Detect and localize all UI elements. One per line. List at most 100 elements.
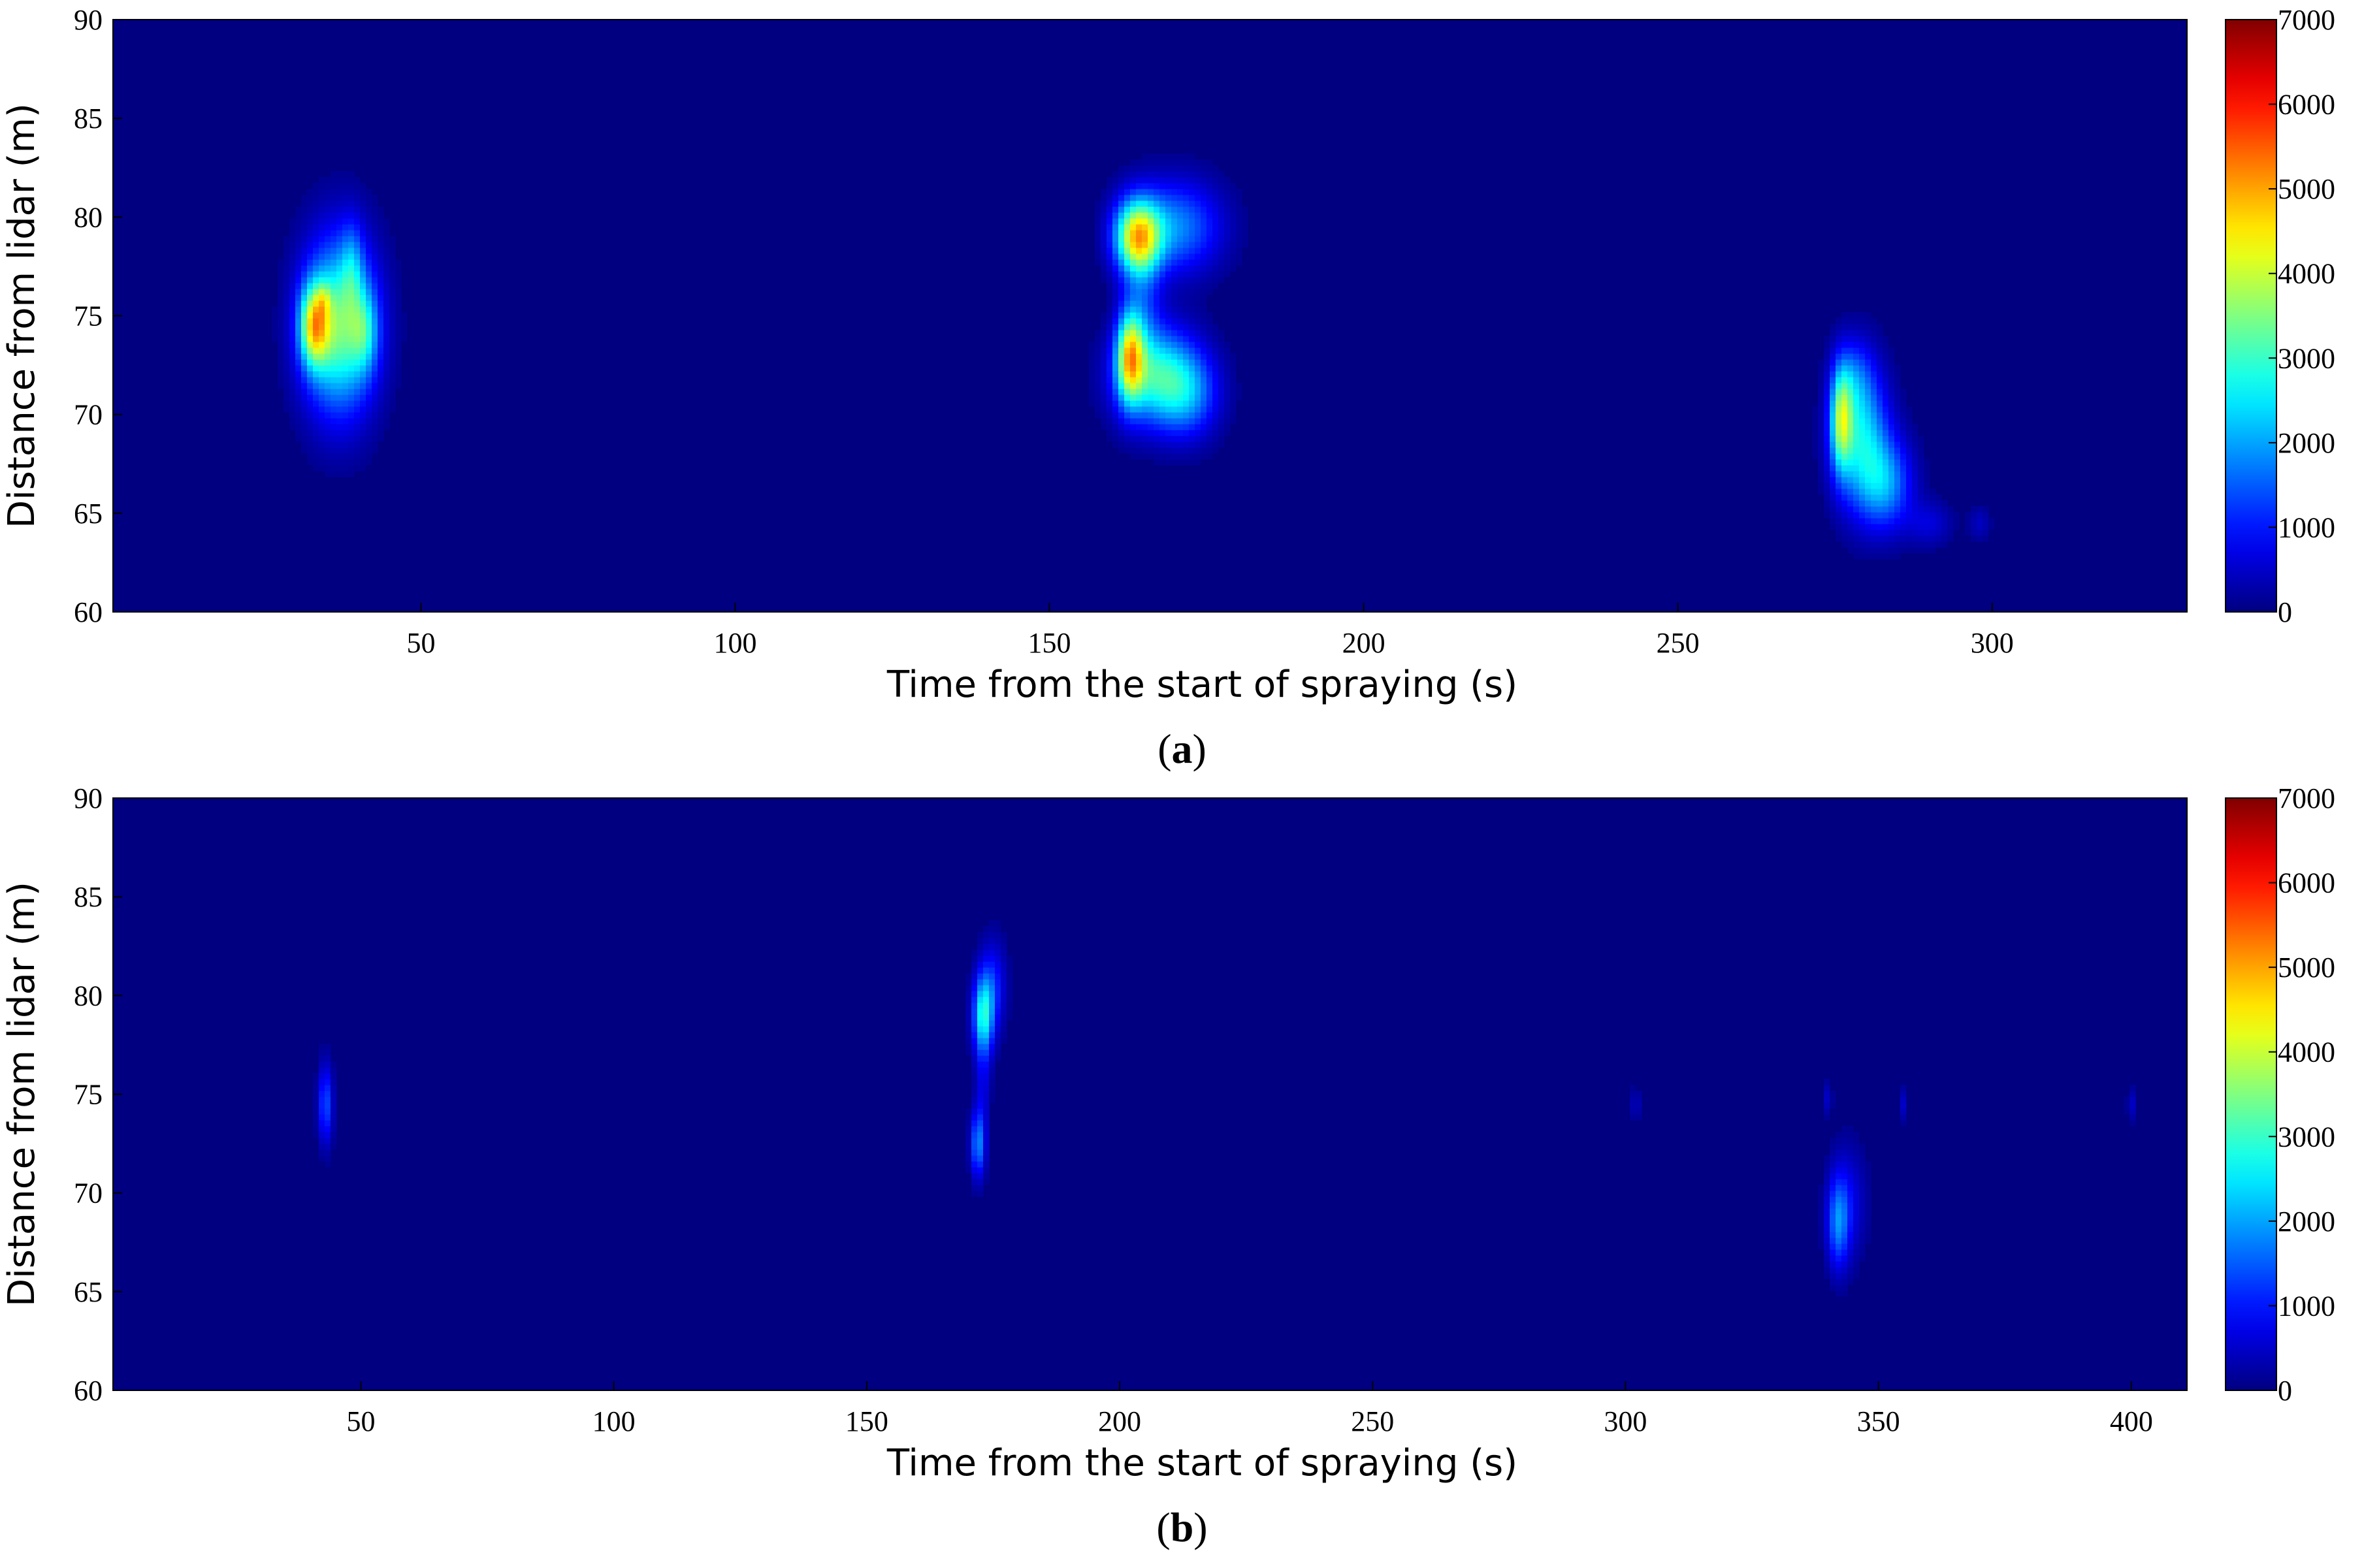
heatmap-cell — [971, 1102, 978, 1109]
heatmap-cell — [1118, 389, 1125, 395]
heatmap-cell — [1218, 236, 1225, 242]
heatmap-cell — [965, 1020, 972, 1027]
heatmap-cell — [1206, 342, 1213, 348]
heatmap-cell — [1888, 541, 1895, 548]
heatmap-cell — [1977, 530, 1983, 536]
heatmap-cell — [1159, 447, 1166, 454]
heatmap-cell — [348, 312, 355, 319]
heatmap-cell — [1206, 212, 1213, 219]
heatmap-cell — [1230, 242, 1237, 248]
heatmap-cell — [965, 973, 972, 980]
heatmap-cell — [319, 359, 325, 366]
heatmap-cell — [307, 206, 314, 213]
heatmap-cell — [307, 318, 314, 325]
heatmap-cell — [1177, 200, 1184, 207]
heatmap-cell — [1195, 359, 1201, 366]
heatmap-cell — [1124, 347, 1131, 354]
heatmap-cell — [1883, 400, 1889, 407]
heatmap-cell — [2129, 1102, 2136, 1109]
y-tick-label: 75 — [74, 1079, 103, 1111]
heatmap-cell — [1142, 342, 1148, 348]
heatmap-cell — [1118, 424, 1125, 430]
heatmap-cell — [325, 430, 331, 436]
heatmap-cell — [1177, 412, 1184, 419]
heatmap-cell — [1124, 306, 1131, 313]
heatmap-cell — [313, 418, 319, 424]
heatmap-cell — [325, 436, 331, 442]
heatmap-cell — [360, 330, 366, 336]
heatmap-cell — [1118, 365, 1125, 372]
heatmap-cell — [1218, 394, 1225, 401]
heatmap-cell — [1195, 459, 1201, 466]
heatmap-cell — [1142, 159, 1148, 166]
heatmap-cell — [383, 295, 390, 301]
heatmap-cell — [977, 1138, 984, 1144]
heatmap-cell — [360, 295, 366, 301]
heatmap-cell — [1871, 371, 1877, 377]
heatmap-cell — [1130, 265, 1137, 272]
heatmap-cell — [372, 289, 378, 295]
heatmap-cell — [1118, 377, 1125, 383]
heatmap-cell — [1871, 330, 1877, 336]
heatmap-cell — [1095, 371, 1101, 377]
heatmap-cell — [1977, 518, 1983, 524]
heatmap-cell — [1971, 530, 1977, 536]
heatmap-cell — [1841, 506, 1848, 513]
heatmap-cell — [301, 295, 308, 301]
heatmap-cell — [1836, 1144, 1842, 1150]
heatmap-cell — [342, 436, 349, 442]
heatmap-cell — [372, 394, 378, 401]
heatmap-cell — [1183, 242, 1190, 248]
heatmap-cell — [1159, 330, 1166, 336]
heatmap-cell — [1154, 359, 1160, 366]
heatmap-cell — [1206, 189, 1213, 195]
heatmap-cell — [1877, 506, 1883, 513]
heatmap-cell — [278, 342, 284, 348]
heatmap-cell — [965, 1114, 972, 1121]
heatmap-cell — [336, 242, 343, 248]
heatmap-cell — [1154, 377, 1160, 383]
heatmap-cell — [1212, 447, 1219, 454]
heatmap-cell — [366, 412, 372, 419]
heatmap-cell — [1112, 312, 1119, 319]
heatmap-cell — [1877, 347, 1883, 354]
heatmap-cell — [1177, 324, 1184, 330]
heatmap-cell — [1142, 383, 1148, 389]
heatmap-cell — [360, 336, 366, 342]
heatmap-cell — [983, 1061, 990, 1068]
heatmap-cell — [1107, 324, 1113, 330]
heatmap-cell — [1195, 371, 1201, 377]
heatmap-cell — [1900, 541, 1907, 548]
heatmap-cell — [1824, 1214, 1830, 1221]
heatmap-cell — [1195, 347, 1201, 354]
heatmap-cell — [389, 389, 396, 395]
heatmap-cell — [1865, 1179, 1871, 1185]
heatmap-cell — [989, 926, 996, 933]
heatmap-cell — [1818, 412, 1824, 419]
heatmap-cell — [1171, 394, 1178, 401]
heatmap-cell — [1095, 212, 1101, 219]
heatmap-cell — [336, 400, 343, 407]
heatmap-cell — [1853, 1196, 1860, 1203]
heatmap-cell — [1165, 447, 1172, 454]
heatmap-cell — [366, 406, 372, 413]
heatmap-cell — [971, 1020, 978, 1027]
heatmap-cell — [1906, 541, 1913, 548]
heatmap-cell — [1877, 336, 1883, 342]
heatmap-cell — [295, 324, 302, 330]
heatmap-cell — [983, 1085, 990, 1091]
heatmap-cell — [1201, 306, 1207, 313]
heatmap-cell — [1918, 459, 1924, 466]
heatmap-cell — [301, 365, 308, 372]
heatmap-cell — [1089, 353, 1095, 360]
heatmap-cell — [1212, 283, 1219, 289]
heatmap-cell — [1177, 183, 1184, 189]
heatmap-cell — [1877, 483, 1883, 489]
heatmap-cell — [1830, 430, 1836, 436]
heatmap-cell — [995, 1002, 1001, 1009]
heatmap-cell — [1206, 248, 1213, 254]
heatmap-cell — [313, 441, 319, 448]
heatmap-cell — [1171, 224, 1178, 231]
heatmap-cell — [278, 295, 284, 301]
heatmap-cell — [1159, 248, 1166, 254]
